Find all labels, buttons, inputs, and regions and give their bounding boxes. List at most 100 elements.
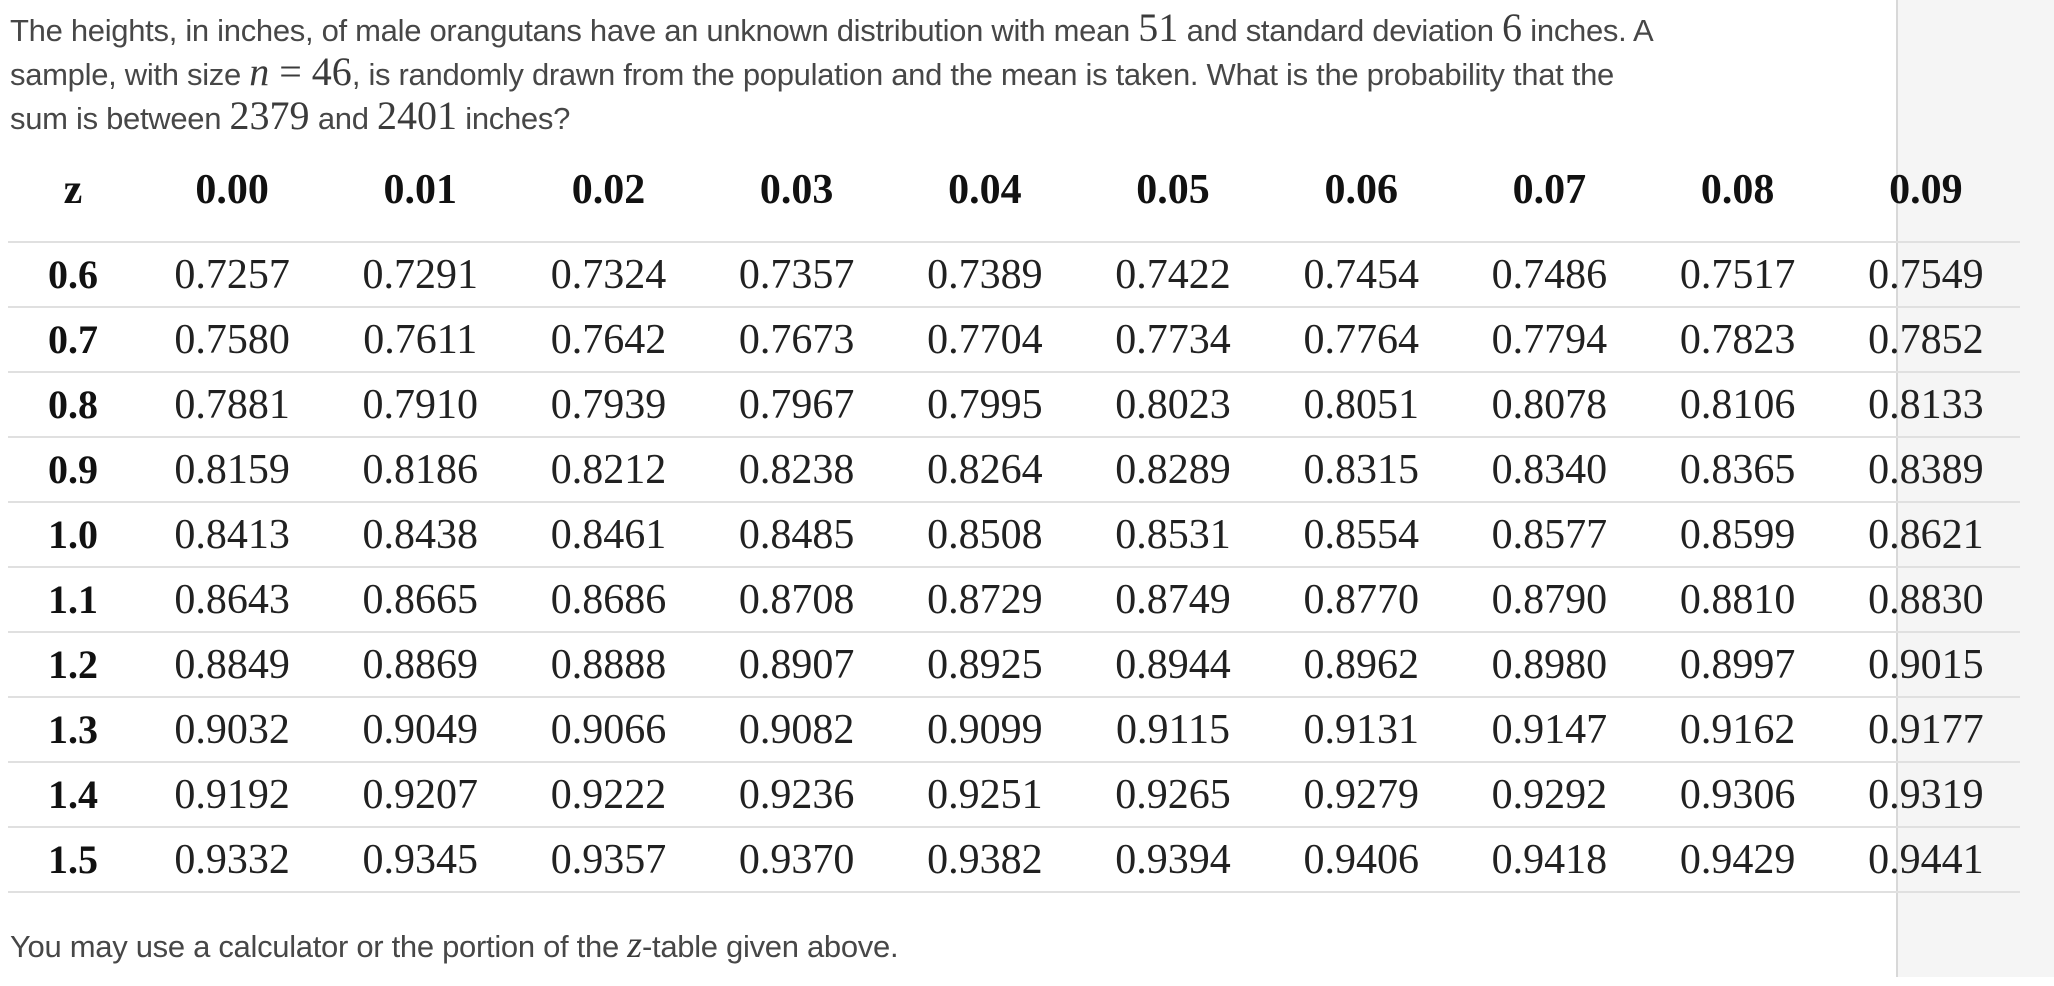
table-cell: 0.8264 — [890, 437, 1079, 503]
z-table-column-header: 0.08 — [1643, 138, 1832, 243]
table-cell: 0.9345 — [326, 827, 515, 893]
z-table-column-header: 0.01 — [326, 138, 515, 243]
table-cell: 0.9319 — [1831, 762, 2020, 828]
table-cell: 0.9429 — [1643, 827, 1832, 893]
table-cell: 0.8729 — [890, 567, 1079, 633]
table-cell: 0.9251 — [890, 762, 1079, 828]
table-cell: 0.9441 — [1831, 827, 2020, 893]
table-cell: 0.9306 — [1643, 762, 1832, 828]
table-row: 1.2 0.8849 0.8869 0.8888 0.8907 0.8925 0.8944 0… — [8, 632, 2020, 698]
table-cell: 0.8413 — [138, 502, 327, 568]
table-cell: 0.7852 — [1831, 307, 2020, 373]
table-row: 0.9 0.8159 0.8186 0.8212 0.8238 0.8264 0.8289 0… — [8, 437, 2020, 503]
table-cell: 0.9049 — [326, 697, 515, 763]
table-cell: 0.8315 — [1267, 437, 1456, 503]
table-cell: 0.7422 — [1078, 242, 1268, 308]
table-cell: 0.7389 — [890, 242, 1079, 308]
text-segment: , is randomly drawn from the population … — [351, 57, 1614, 92]
table-cell: 0.8749 — [1078, 567, 1268, 633]
table-cell: 0.9015 — [1831, 632, 2020, 698]
table-cell: 0.8508 — [890, 502, 1079, 568]
table-cell: 0.9279 — [1267, 762, 1456, 828]
table-cell: 0.7673 — [702, 307, 891, 373]
table-cell: 0.9177 — [1831, 697, 2020, 763]
problem-line: sum is between 2379 and 2401 inches? — [10, 94, 2054, 138]
z-row-label: 1.3 — [8, 697, 138, 763]
table-cell: 0.9382 — [890, 827, 1079, 893]
table-cell: 0.8830 — [1831, 567, 2020, 633]
table-cell: 0.7910 — [326, 372, 515, 438]
table-cell: 0.7454 — [1267, 242, 1456, 308]
table-cell: 0.8461 — [514, 502, 703, 568]
table-cell: 0.8438 — [326, 502, 515, 568]
table-cell: 0.7995 — [890, 372, 1079, 438]
z-row-label: 0.8 — [8, 372, 138, 438]
table-cell: 0.8365 — [1643, 437, 1832, 503]
z-table-head: z 0.00 0.01 0.02 0.03 0.04 0.05 0.06 0.07 0.08 0.… — [8, 138, 2020, 243]
table-row: 0.6 0.7257 0.7291 0.7324 0.7357 0.7389 0.7422 0… — [8, 242, 2020, 308]
table-cell: 0.8925 — [890, 632, 1079, 698]
z-row-label: 1.1 — [8, 567, 138, 633]
z-table-header-row: z 0.00 0.01 0.02 0.03 0.04 0.05 0.06 0.07 0.08 0.… — [8, 138, 2020, 243]
table-cell: 0.8810 — [1643, 567, 1832, 633]
table-cell: 0.8643 — [138, 567, 327, 633]
table-cell: 0.9066 — [514, 697, 703, 763]
table-row: 0.8 0.7881 0.7910 0.7939 0.7967 0.7995 0.8023 0… — [8, 372, 2020, 438]
z-row-label: 0.7 — [8, 307, 138, 373]
table-cell: 0.9370 — [702, 827, 891, 893]
table-cell: 0.8621 — [1831, 502, 2020, 568]
table-row: 1.0 0.8413 0.8438 0.8461 0.8485 0.8508 0.8531 0… — [8, 502, 2020, 568]
math-segment: 2379 — [229, 93, 310, 138]
table-cell: 0.9418 — [1455, 827, 1644, 893]
text-segment: inches. A — [1521, 13, 1654, 48]
table-cell: 0.8686 — [514, 567, 703, 633]
z-row-label: 1.2 — [8, 632, 138, 698]
z-row-label: 1.0 — [8, 502, 138, 568]
table-cell: 0.7324 — [514, 242, 703, 308]
z-row-label: 1.4 — [8, 762, 138, 828]
table-cell: 0.9406 — [1267, 827, 1456, 893]
table-cell: 0.7823 — [1643, 307, 1832, 373]
problem-text: The heights, in inches, of male oranguta… — [0, 0, 2054, 138]
table-cell: 0.8340 — [1455, 437, 1644, 503]
table-cell: 0.8159 — [138, 437, 327, 503]
math-segment: 2401 — [376, 93, 457, 138]
table-cell: 0.7517 — [1643, 242, 1832, 308]
table-cell: 0.8186 — [326, 437, 515, 503]
table-cell: 0.7611 — [326, 307, 515, 373]
table-cell: 0.7939 — [514, 372, 703, 438]
footer-note: You may use a calculator or the portion … — [10, 923, 2054, 969]
table-cell: 0.7257 — [138, 242, 327, 308]
table-cell: 0.9131 — [1267, 697, 1456, 763]
table-row: 1.4 0.9192 0.9207 0.9222 0.9236 0.9251 0.9265 0… — [8, 762, 2020, 828]
z-table-body: 0.6 0.7257 0.7291 0.7324 0.7357 0.7389 0.7422 0… — [8, 242, 2020, 893]
table-cell: 0.8997 — [1643, 632, 1832, 698]
table-cell: 0.9082 — [702, 697, 891, 763]
problem-line: The heights, in inches, of male oranguta… — [10, 6, 2054, 50]
table-cell: 0.7704 — [890, 307, 1079, 373]
z-table-column-header: 0.06 — [1267, 138, 1456, 243]
table-cell: 0.8051 — [1267, 372, 1456, 438]
table-cell: 0.8212 — [514, 437, 703, 503]
math-segment: z — [627, 924, 642, 966]
table-cell: 0.7291 — [326, 242, 515, 308]
table-cell: 0.7642 — [514, 307, 703, 373]
table-cell: 0.8078 — [1455, 372, 1644, 438]
z-table-column-header: 0.05 — [1078, 138, 1268, 243]
math-segment: 6 — [1501, 5, 1522, 50]
table-cell: 0.8023 — [1078, 372, 1268, 438]
table-cell: 0.8708 — [702, 567, 891, 633]
table-cell: 0.7486 — [1455, 242, 1644, 308]
z-table-corner-label: z — [8, 138, 138, 243]
text-segment: sample, with size — [10, 57, 250, 92]
table-cell: 0.9032 — [138, 697, 327, 763]
table-cell: 0.8485 — [702, 502, 891, 568]
table-cell: 0.9394 — [1078, 827, 1268, 893]
text-segment: sum is between — [10, 101, 230, 136]
table-cell: 0.8790 — [1455, 567, 1644, 633]
table-cell: 0.8665 — [326, 567, 515, 633]
z-row-label: 0.9 — [8, 437, 138, 503]
math-segment: n — [249, 49, 270, 94]
